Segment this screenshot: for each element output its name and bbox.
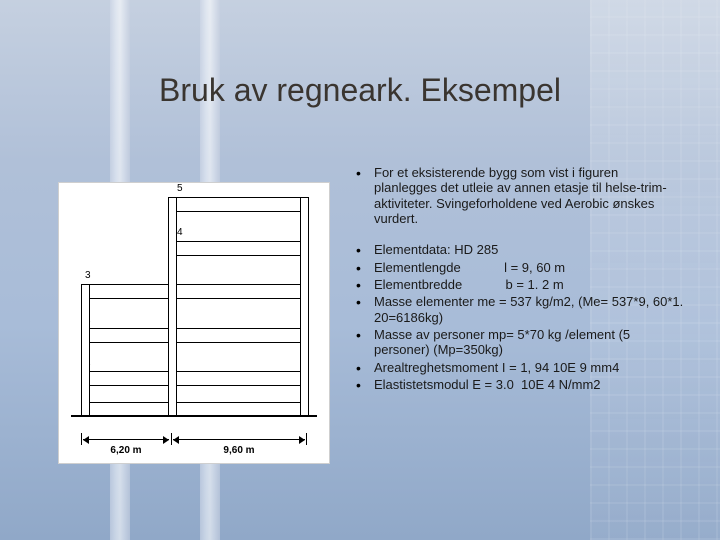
dimension-label: 9,60 m bbox=[223, 445, 254, 456]
floor-label: 5 bbox=[177, 183, 183, 194]
diagram-grid: 54321 bbox=[81, 195, 307, 415]
dimension-area: 6,20 m 9,60 m bbox=[81, 419, 307, 457]
bullet-list: For et eksisterende bygg som vist i figu… bbox=[354, 165, 684, 226]
page-title: Bruk av regneark. Eksempel bbox=[0, 72, 720, 109]
floor-label: 3 bbox=[85, 270, 91, 281]
spacer bbox=[354, 228, 684, 242]
data-bullet: Elementdata: HD 285 bbox=[354, 242, 684, 257]
data-bullet: Elementlengde l = 9, 60 m bbox=[354, 260, 684, 275]
data-bullet: Elementbredde b = 1. 2 m bbox=[354, 277, 684, 292]
data-bullet: Elastistetsmodul E = 3.0 10E 4 N/mm2 bbox=[354, 377, 684, 392]
intro-bullet: For et eksisterende bygg som vist i figu… bbox=[354, 165, 684, 226]
data-bullet: Masse av personer mp= 5*70 kg /element (… bbox=[354, 327, 684, 358]
building-diagram: 54321 6,20 m9,60 m bbox=[58, 182, 330, 464]
content-panel: For et eksisterende bygg som vist i figu… bbox=[354, 165, 684, 394]
diagram-body: 54321 bbox=[81, 195, 307, 415]
slide: Bruk av regneark. Eksempel 54321 6,20 m9… bbox=[0, 0, 720, 540]
floor-label: 4 bbox=[177, 227, 183, 238]
data-bullet: Arealtreghetsmoment I = 1, 94 10E 9 mm4 bbox=[354, 360, 684, 375]
data-bullet-list: Elementdata: HD 285 Elementlengde l = 9, … bbox=[354, 242, 684, 392]
data-bullet: Masse elementer me = 537 kg/m2, (Me= 537… bbox=[354, 294, 684, 325]
dimension-label: 6,20 m bbox=[110, 445, 141, 456]
